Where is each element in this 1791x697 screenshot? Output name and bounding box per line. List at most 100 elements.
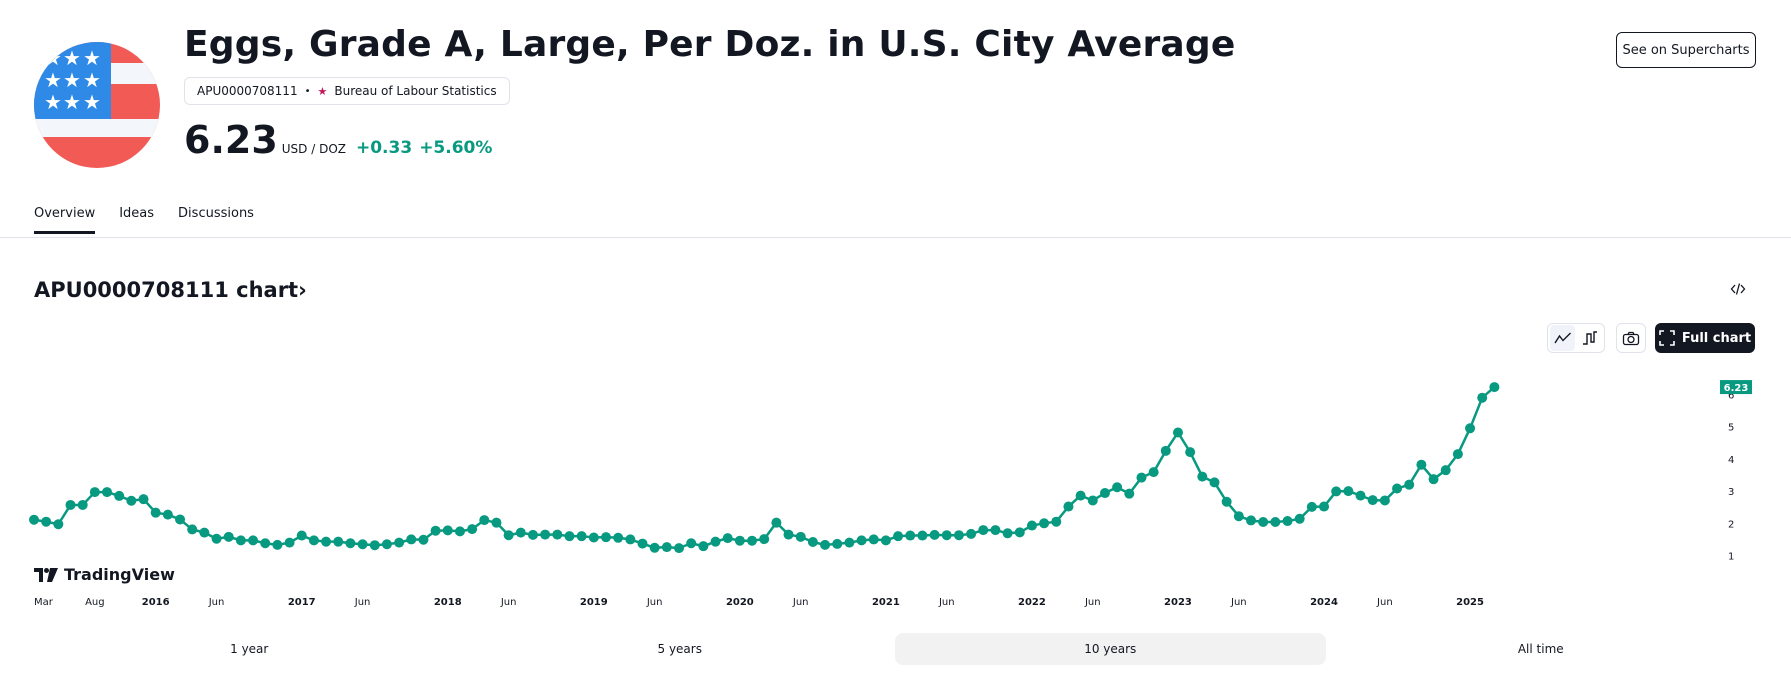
data-point bbox=[1087, 495, 1098, 506]
x-tick-label: 2021 bbox=[872, 597, 900, 608]
fullscreen-icon bbox=[1659, 330, 1675, 346]
x-tick-label: Jun bbox=[646, 597, 663, 608]
price-row: 6.23 USD / DOZ +0.33 +5.60% bbox=[184, 118, 492, 162]
data-point bbox=[284, 537, 295, 548]
svg-text:★: ★ bbox=[44, 90, 62, 114]
range-all-time[interactable]: All time bbox=[1517, 642, 1564, 656]
data-point bbox=[771, 517, 782, 528]
step-line-icon[interactable] bbox=[1577, 325, 1602, 351]
data-point bbox=[162, 509, 173, 520]
svg-text:★: ★ bbox=[63, 46, 81, 70]
data-point bbox=[661, 542, 672, 553]
data-point bbox=[1477, 392, 1488, 403]
data-point bbox=[1233, 511, 1244, 522]
data-point bbox=[308, 535, 319, 546]
data-point bbox=[844, 537, 855, 548]
data-point bbox=[223, 531, 234, 542]
data-point bbox=[820, 539, 831, 550]
source-name[interactable]: Bureau of Labour Statistics bbox=[334, 84, 497, 98]
data-point bbox=[248, 535, 259, 546]
data-point bbox=[1160, 445, 1171, 456]
data-point bbox=[1246, 515, 1256, 526]
chart-title-link[interactable]: APU0000708111 chart› bbox=[34, 278, 307, 302]
plot-area bbox=[29, 382, 1500, 554]
data-point bbox=[868, 534, 879, 545]
data-point bbox=[1039, 518, 1050, 529]
data-point bbox=[1489, 382, 1500, 393]
x-tick-label: 2022 bbox=[1018, 597, 1046, 608]
data-point bbox=[1392, 483, 1403, 494]
data-point bbox=[1331, 486, 1342, 497]
data-point bbox=[29, 514, 39, 525]
x-tick-label: 2025 bbox=[1456, 597, 1484, 608]
data-point bbox=[1319, 501, 1330, 512]
data-point bbox=[1185, 447, 1196, 458]
y-tick-label: 3 bbox=[1728, 487, 1734, 498]
svg-text:★: ★ bbox=[83, 46, 101, 70]
tab-overview[interactable]: Overview bbox=[34, 206, 96, 234]
range-5-years[interactable]: 5 years bbox=[657, 642, 702, 656]
x-tick-label: 2016 bbox=[142, 597, 170, 608]
data-point bbox=[832, 538, 843, 549]
data-point bbox=[418, 534, 429, 545]
price-change-percent: +5.60% bbox=[419, 138, 493, 158]
price-change: +0.33 bbox=[355, 138, 413, 158]
data-point bbox=[710, 536, 721, 547]
svg-text:★: ★ bbox=[44, 68, 62, 92]
data-point bbox=[649, 542, 660, 553]
last-value-label: 6.23 bbox=[1724, 383, 1749, 394]
data-point bbox=[1099, 488, 1110, 499]
y-tick-label: 1 bbox=[1728, 552, 1734, 563]
x-tick-label: Aug bbox=[85, 597, 105, 608]
camera-icon[interactable] bbox=[1616, 323, 1646, 353]
data-point bbox=[978, 525, 989, 536]
data-point bbox=[625, 534, 636, 545]
line-chart-icon[interactable] bbox=[1550, 325, 1575, 351]
data-point bbox=[491, 517, 502, 528]
data-point bbox=[89, 487, 100, 498]
last-value-badge bbox=[1720, 380, 1752, 395]
data-point bbox=[880, 535, 891, 546]
x-tick-label: Jun bbox=[1230, 597, 1247, 608]
data-point bbox=[674, 543, 685, 554]
code-embed-icon[interactable] bbox=[1730, 282, 1746, 300]
tab-ideas[interactable]: Ideas bbox=[119, 206, 155, 221]
x-tick-label: Jun bbox=[1084, 597, 1101, 608]
data-point bbox=[613, 532, 624, 543]
data-point bbox=[126, 495, 137, 506]
y-axis: 1 2 3 4 5 66.23 bbox=[1720, 380, 1752, 563]
separator: • bbox=[304, 85, 311, 97]
data-point bbox=[479, 515, 490, 526]
data-point bbox=[369, 540, 380, 551]
x-tick-label: 2024 bbox=[1310, 597, 1338, 608]
data-point bbox=[540, 529, 551, 540]
data-point bbox=[260, 538, 271, 549]
data-point bbox=[430, 525, 441, 536]
svg-text:★: ★ bbox=[83, 90, 101, 114]
data-point bbox=[53, 519, 64, 530]
data-point bbox=[345, 538, 356, 549]
x-tick-label: 2017 bbox=[288, 597, 316, 608]
range-selector: 1 year 5 years 10 years All time bbox=[34, 633, 1756, 665]
data-point bbox=[564, 531, 575, 542]
data-point bbox=[199, 527, 210, 538]
price-unit: USD / DOZ bbox=[281, 142, 346, 156]
range-10-years[interactable]: 10 years bbox=[895, 633, 1326, 665]
y-tick-label: 5 bbox=[1728, 423, 1734, 434]
data-point bbox=[1124, 488, 1135, 499]
tab-bar: Overview Ideas Discussions bbox=[34, 206, 254, 234]
data-point bbox=[1112, 482, 1123, 493]
chevron-right-icon: › bbox=[298, 278, 307, 302]
x-axis: Mar Aug 2016 Jun 2017 Jun 2018 Jun 2019 Jun 2020 Ju… bbox=[34, 597, 1484, 608]
range-1-year[interactable]: 1 year bbox=[230, 642, 269, 656]
tab-discussions[interactable]: Discussions bbox=[178, 206, 254, 221]
price-chart[interactable]: Mar Aug 2016 Jun 2017 Jun 2018 Jun 2019 Jun 2020 Ju… bbox=[0, 380, 1791, 615]
see-on-supercharts-button[interactable]: See on Supercharts bbox=[1616, 32, 1756, 68]
full-chart-button[interactable]: Full chart bbox=[1655, 323, 1755, 353]
data-point bbox=[1465, 423, 1476, 434]
data-point bbox=[1282, 516, 1293, 527]
data-point bbox=[65, 499, 76, 510]
data-point bbox=[1075, 490, 1086, 501]
x-tick-label: Jun bbox=[354, 597, 371, 608]
data-point bbox=[321, 536, 332, 547]
